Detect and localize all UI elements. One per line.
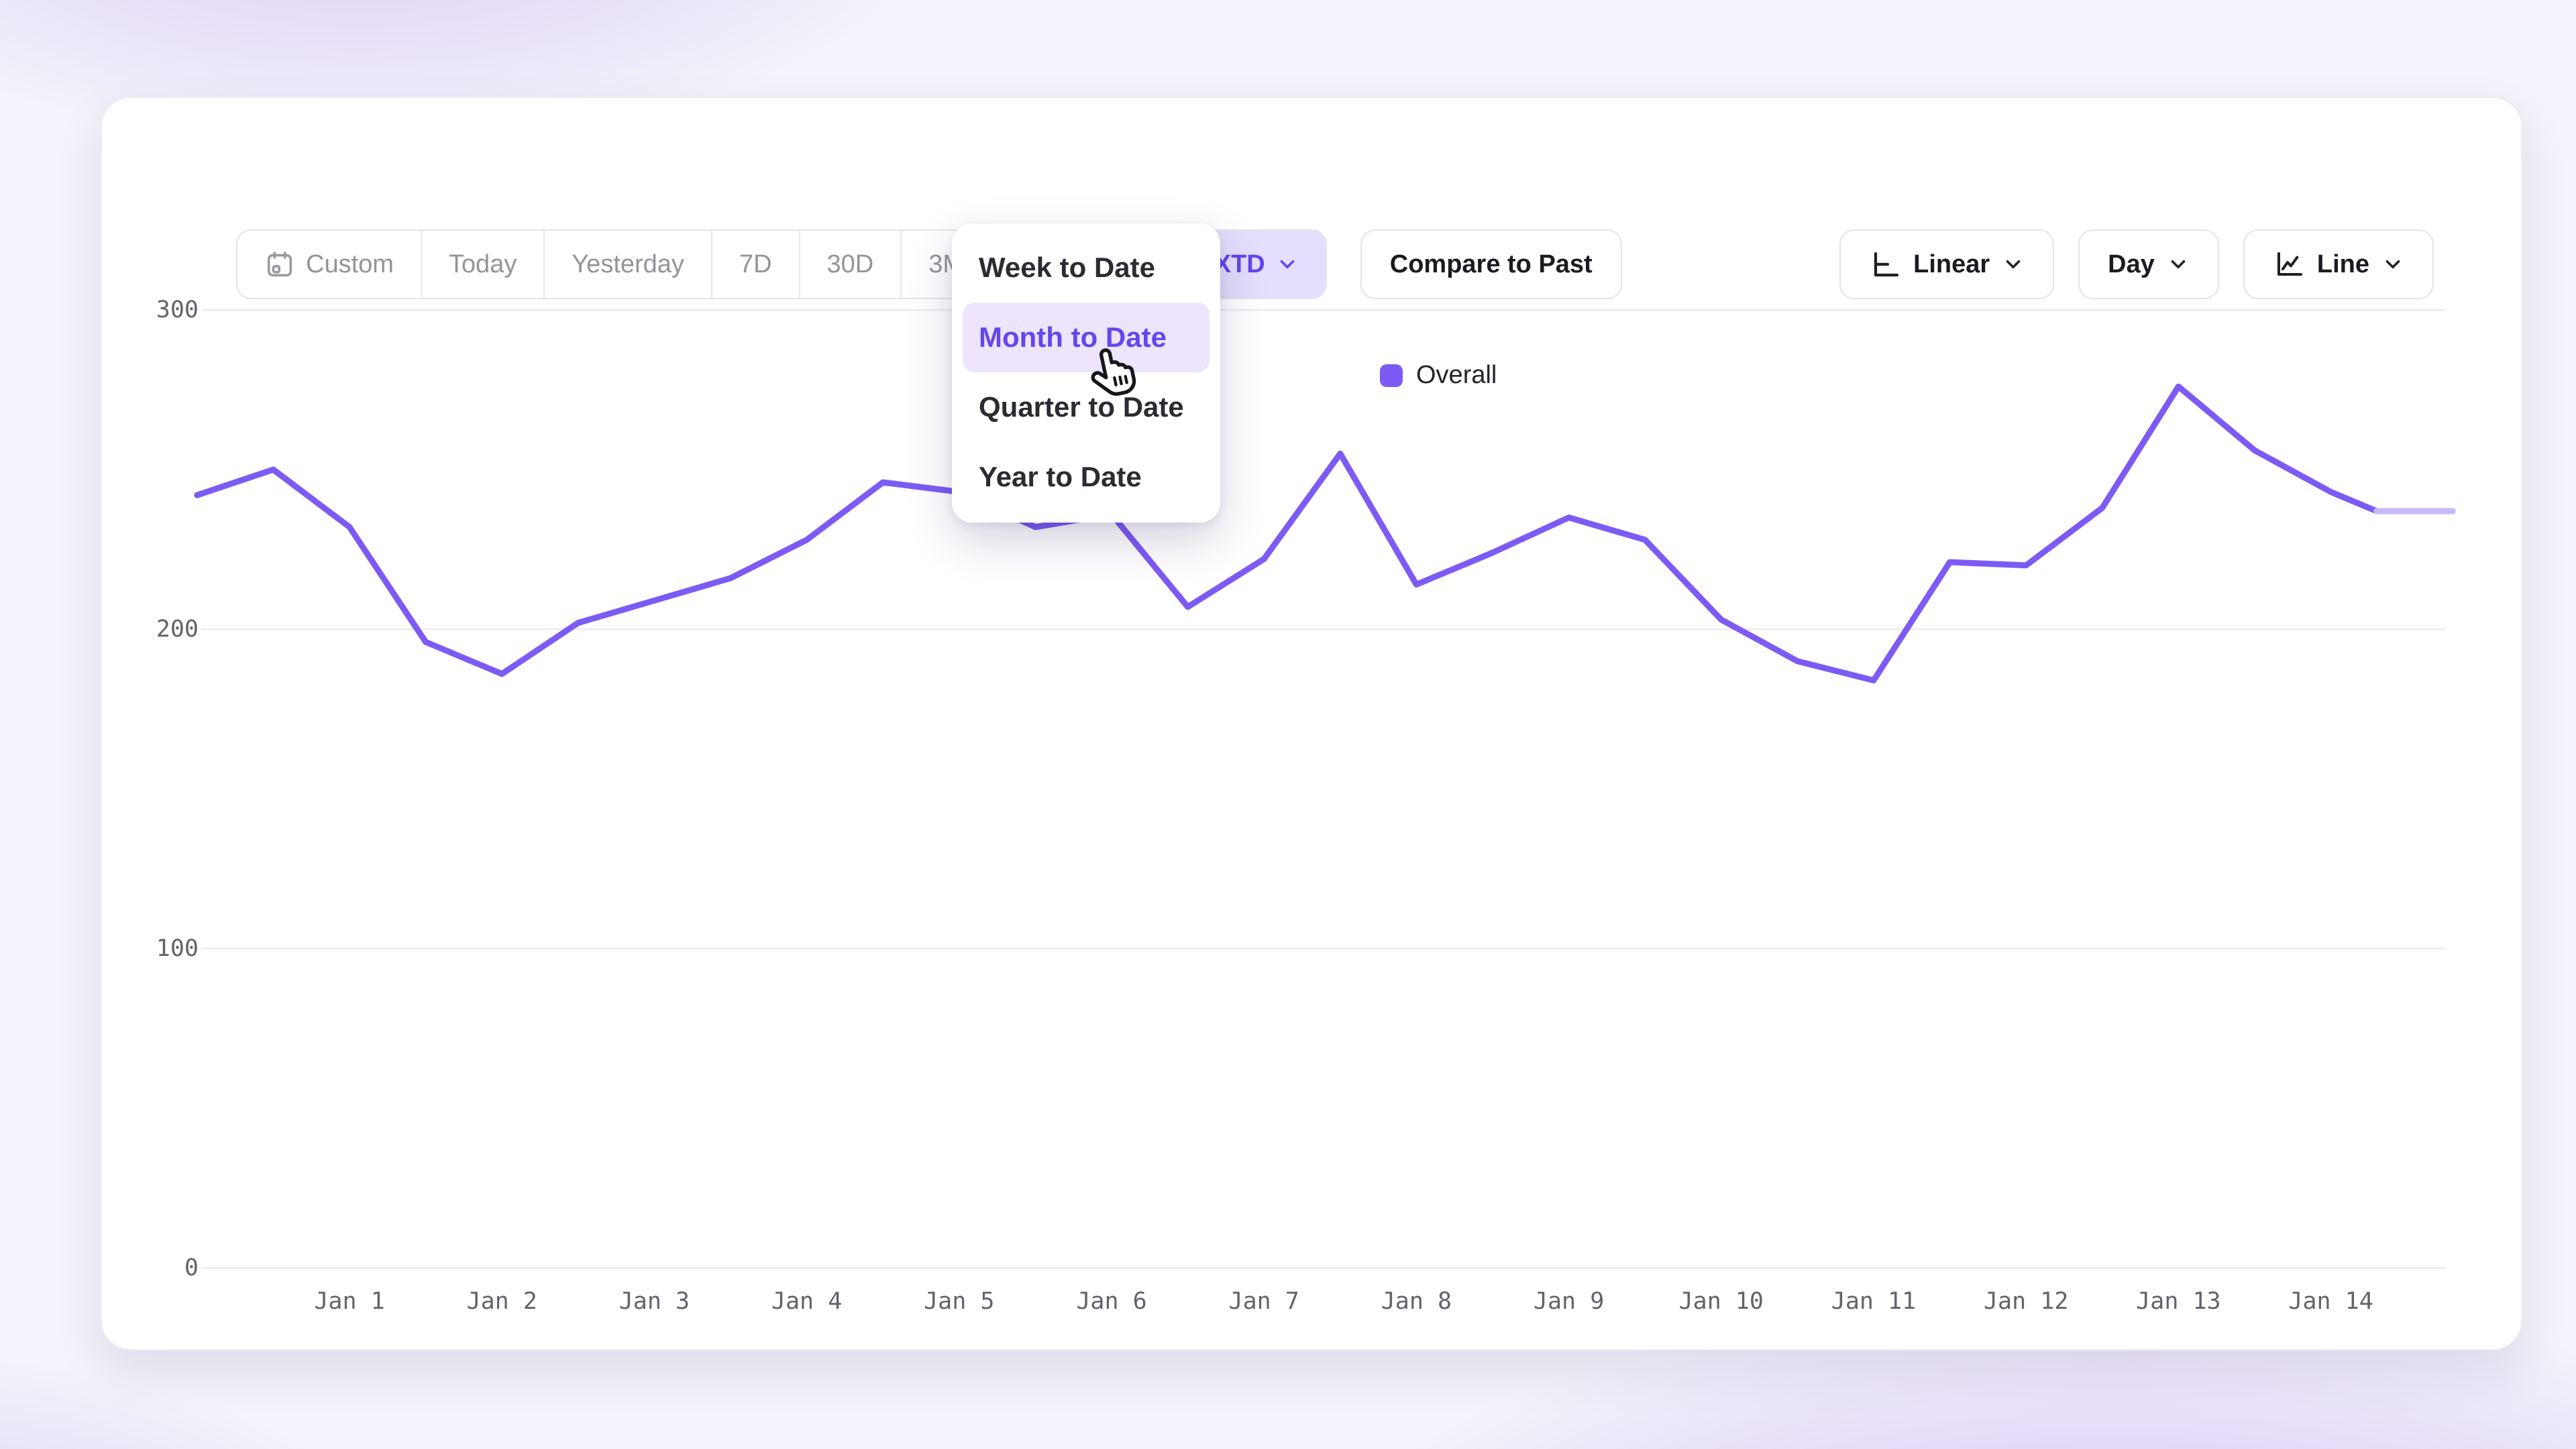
range-button-label: XTD xyxy=(1214,250,1265,278)
granularity-label: Day xyxy=(2108,250,2155,278)
granularity-dropdown[interactable]: Day xyxy=(2078,229,2219,299)
range-button-label: Today xyxy=(448,250,517,278)
compare-to-past-button[interactable]: Compare to Past xyxy=(1360,229,1622,299)
cursor-pointer-icon xyxy=(1085,343,1143,405)
range-button-custom[interactable]: Custom xyxy=(237,231,422,298)
chevron-down-icon xyxy=(2385,260,2400,269)
menu-item-month-to-date[interactable]: Month to Date xyxy=(963,303,1210,372)
range-button-label: 7D xyxy=(739,250,772,278)
compare-to-past-label: Compare to Past xyxy=(1389,250,1593,278)
scale-label: Linear xyxy=(1913,250,1990,278)
legend-swatch xyxy=(1380,364,1403,387)
chevron-down-icon xyxy=(1276,253,1299,276)
chevron-down-icon xyxy=(2171,260,2186,269)
analytics-card: CustomTodayYesterday7D30D3M6M12MXTD Comp… xyxy=(101,97,2522,1350)
menu-item-week-to-date[interactable]: Week to Date xyxy=(979,252,1155,283)
range-button-yesterday[interactable]: Yesterday xyxy=(545,231,712,298)
range-button-label: 30D xyxy=(826,250,874,278)
range-button-label: Custom xyxy=(306,250,394,278)
range-button-30d[interactable]: 30D xyxy=(800,231,902,298)
menu-item-year-to-date[interactable]: Year to Date xyxy=(979,461,1142,492)
range-button-label: Yesterday xyxy=(572,250,684,278)
calendar-icon xyxy=(264,249,295,280)
linear-scale-icon xyxy=(1869,248,1901,280)
chart-type-label: Line xyxy=(2316,250,2369,278)
range-button-7d[interactable]: 7D xyxy=(712,231,800,298)
scale-dropdown[interactable]: Linear xyxy=(1839,229,2055,299)
toolbar: CustomTodayYesterday7D30D3M6M12MXTD Comp… xyxy=(236,229,2434,299)
line-chart-icon xyxy=(2273,248,2305,280)
legend-item-overall[interactable]: Overall xyxy=(1380,361,1497,390)
chart-type-dropdown[interactable]: Line xyxy=(2243,229,2434,299)
range-button-today[interactable]: Today xyxy=(422,231,545,298)
chevron-down-icon xyxy=(2006,260,2021,269)
legend-label: Overall xyxy=(1416,361,1497,389)
